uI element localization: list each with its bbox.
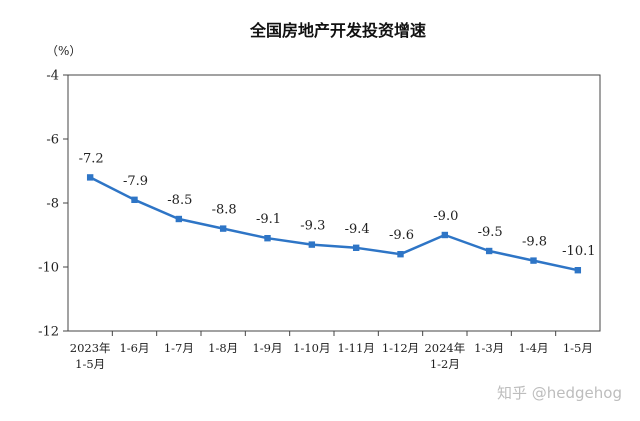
data-point [308,241,316,248]
y-axis-ticks: -4 -6 -8 -10 -12 [38,69,68,340]
data-label: -9.8 [522,235,547,250]
y-tick-label: -8 [46,197,59,212]
data-point [86,174,94,181]
y-unit-label: （%） [46,44,81,58]
x-tick-label: 1-3月 [474,341,504,355]
data-point [175,215,183,223]
data-point [131,196,138,203]
data-label: -7.9 [123,174,148,189]
data-label: -9.1 [256,212,281,227]
data-label: -8.5 [167,193,192,208]
data-labels: -7.2 -7.9 -8.5 -8.8 -9.1 -9.3 -9.4 -9.6 -9.0 -9.5… [79,151,596,259]
data-point [574,267,582,274]
data-label: -9.6 [389,228,414,243]
x-tick-label: 1-11月 [337,341,374,355]
x-tick-label: 1-2月 [430,357,460,371]
data-point [352,244,360,251]
data-point [397,251,404,258]
x-tick-label: 1-12月 [382,341,419,355]
x-tick-label: 2024年 [424,341,465,355]
x-tick-label: 1-6月 [119,341,149,355]
data-label: -9.4 [345,222,370,237]
data-label: -9.5 [478,225,503,240]
data-point [219,225,227,232]
series-line [89,176,579,272]
data-label: -7.2 [79,151,104,166]
data-label: -9.3 [300,219,325,234]
y-tick-label: -12 [38,325,59,340]
data-label: -10.1 [562,244,595,259]
x-tick-label: 1-4月 [518,341,548,355]
series-points [86,174,582,274]
x-tick-label: 1-5月 [75,357,105,371]
x-tick-label: 1-10月 [293,341,330,355]
x-tick-label: 1-5月 [563,341,593,355]
y-tick-label: -6 [46,133,59,148]
x-tick-label: 1-9月 [252,341,282,355]
data-point [441,231,449,239]
data-point [485,247,493,255]
chart-title: 全国房地产开发投资增速 [249,21,426,40]
plot-frame [67,74,601,332]
x-tick-label: 1-7月 [164,341,194,355]
x-tick-label: 2023年 [70,341,111,355]
x-axis-ticks: 2023年 1-5月 1-6月 1-7月 1-8月 1-9月 1-10月 1-11月 1-12月… [70,331,593,371]
data-point [530,257,537,264]
x-tick-label: 1-8月 [208,341,238,355]
data-label: -9.0 [433,209,458,224]
y-tick-label: -4 [46,69,59,84]
y-tick-label: -10 [38,261,59,276]
data-label: -8.8 [212,203,237,218]
data-point [264,235,271,242]
watermark: 知乎 @hedgehog [497,384,622,402]
